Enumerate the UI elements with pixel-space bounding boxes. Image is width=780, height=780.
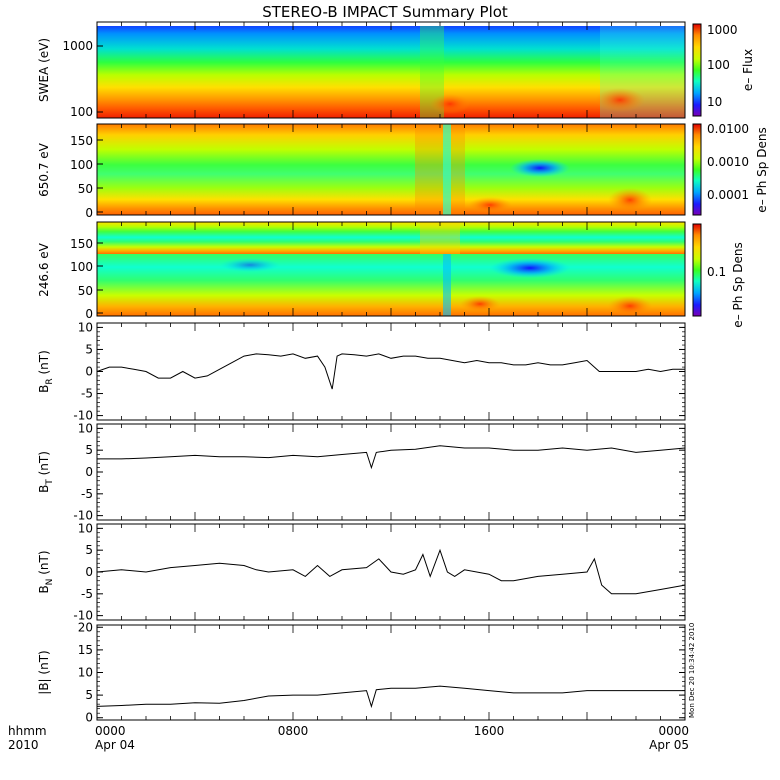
cb3-tick-0.1: 0.1 xyxy=(707,265,726,279)
ytick-label: 10 xyxy=(78,320,93,334)
xtick-date-label: Apr 04 xyxy=(95,738,135,752)
panel-frame xyxy=(96,423,686,521)
ytick-label: 10 xyxy=(78,421,93,435)
time-prefix-hhmm: hhmm xyxy=(8,724,47,738)
pad1-ylabel: 650.7 eV xyxy=(37,142,51,197)
ylabel-main: B xyxy=(37,585,51,593)
pad1-ytick-50: 50 xyxy=(78,182,93,196)
pad2-colorbar xyxy=(692,223,702,317)
ylabel-sub: N xyxy=(45,579,55,586)
xtick-label: 0000 xyxy=(95,724,126,738)
ytick-label: 0 xyxy=(85,565,93,579)
cb1-tick-100: 100 xyxy=(707,58,730,72)
ytick-label: 0 xyxy=(85,711,93,725)
cb1-label: e– Flux xyxy=(741,49,755,91)
xtick-label: 1600 xyxy=(474,724,505,738)
pad2-ytick-50: 50 xyxy=(78,284,93,298)
ylabel-unit: (nT) xyxy=(37,350,51,378)
ylabel-main: |B| xyxy=(37,678,51,694)
swea-spectrogram: 1000 100 SWEA (eV) 1000 100 10 e– Flux xyxy=(37,21,755,119)
ytick-label: 20 xyxy=(78,620,93,634)
ytick-label: 5 xyxy=(85,342,93,356)
cb2-label: e– Ph Sp Dens xyxy=(755,127,769,212)
pad2-ytick-150: 150 xyxy=(70,237,93,251)
series-line xyxy=(96,548,686,595)
ylabel-unit: (nT) xyxy=(37,451,51,479)
cb2-tick-0.0001: 0.0001 xyxy=(707,188,749,202)
ytick-label: -5 xyxy=(81,487,93,501)
ytick-label: 5 xyxy=(85,543,93,557)
ytick-label: 5 xyxy=(85,688,93,702)
cb1-tick-1000: 1000 xyxy=(707,23,738,37)
ytick-label: 0 xyxy=(85,465,93,479)
panel-r: -10 -5 0 5 10 BR (nT) xyxy=(37,320,686,423)
panel-frame xyxy=(96,322,686,421)
xtick-date-label: Apr 05 xyxy=(649,738,689,752)
panel-ylabel: BR (nT) xyxy=(37,350,55,393)
series-line xyxy=(96,353,685,390)
cb2-tick-0.0100: 0.0100 xyxy=(707,122,749,136)
series-line xyxy=(97,445,686,470)
ytick-label: -5 xyxy=(81,587,93,601)
swea-ytick-1000: 1000 xyxy=(62,39,93,53)
generation-timestamp: Mon Dec 20 10:34:42 2010 xyxy=(688,623,696,718)
pad1-ytick-150: 150 xyxy=(70,134,93,148)
cb3-label: e– Ph Sp Dens xyxy=(731,242,745,327)
panel-frame xyxy=(96,624,686,721)
series-line xyxy=(96,685,685,709)
ylabel-unit: (nT) xyxy=(37,550,51,578)
panel-ylabel: |B| (nT) xyxy=(37,650,51,694)
ylabel-main: B xyxy=(37,485,51,493)
ytick-label: -10 xyxy=(73,509,93,523)
swea-ylabel: SWEA (eV) xyxy=(37,38,51,102)
xtick-label: 0800 xyxy=(278,724,309,738)
pad2-ytick-100: 100 xyxy=(70,260,93,274)
panel-t: -10 -5 0 5 10 BT (nT) xyxy=(37,421,686,523)
ytick-label: 10 xyxy=(78,521,93,535)
swea-colorbar xyxy=(692,23,702,117)
figure-title: STEREO-B IMPACT Summary Plot xyxy=(262,3,508,21)
ylabel-sub: R xyxy=(45,378,55,384)
pad2-ytick-0: 0 xyxy=(85,307,93,321)
panel-bmag: 0 5 10 15 20 |B| (nT) xyxy=(37,620,686,725)
cb1-tick-10: 10 xyxy=(707,95,722,109)
time-prefix-year: 2010 xyxy=(8,738,39,752)
cb2-tick-0.0010: 0.0010 xyxy=(707,155,749,169)
ylabel-unit: (nT) xyxy=(37,650,51,678)
ylabel-main: B xyxy=(37,385,51,393)
ytick-label: 0 xyxy=(85,365,93,379)
swea-ytick-100: 100 xyxy=(70,105,93,119)
pad1-colorbar xyxy=(692,123,702,216)
ytick-label: 5 xyxy=(85,443,93,457)
ytick-label: -10 xyxy=(73,409,93,423)
ylabel-sub: T xyxy=(45,479,55,486)
panel-ylabel: BT (nT) xyxy=(37,451,55,493)
ytick-label: 15 xyxy=(78,643,93,657)
panel-n: -10 -5 0 5 10 BN (nT) xyxy=(37,521,686,623)
ytick-label: -5 xyxy=(81,387,93,401)
pad2-ylabel: 246.6 eV xyxy=(37,242,51,297)
xtick-label: 0000 xyxy=(658,724,689,738)
ytick-label: 10 xyxy=(78,666,93,680)
pad1-ytick-100: 100 xyxy=(70,158,93,172)
panel-ylabel: BN (nT) xyxy=(37,550,55,593)
pad1-ytick-0: 0 xyxy=(85,206,93,220)
ytick-label: -10 xyxy=(73,609,93,623)
pad-650-spectrogram: 0 50 100 150 650.7 eV 0.0100 0.0010 0.00… xyxy=(37,122,769,220)
